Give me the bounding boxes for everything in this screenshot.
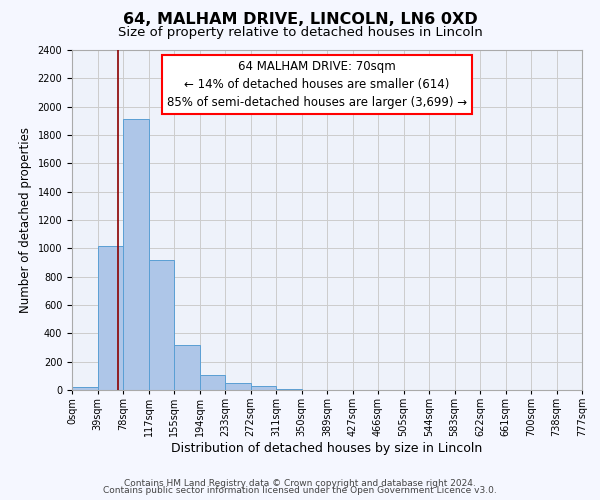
Bar [72, 387, 97, 390]
Text: 64, MALHAM DRIVE, LINCOLN, LN6 0XD: 64, MALHAM DRIVE, LINCOLN, LN6 0XD [122, 12, 478, 28]
Text: Size of property relative to detached houses in Lincoln: Size of property relative to detached ho… [118, 26, 482, 39]
Bar [225, 383, 251, 390]
Text: Contains public sector information licensed under the Open Government Licence v3: Contains public sector information licen… [103, 486, 497, 495]
Bar [251, 386, 276, 390]
Bar [123, 120, 149, 390]
X-axis label: Distribution of detached houses by size in Lincoln: Distribution of detached houses by size … [172, 442, 482, 455]
Bar [174, 344, 199, 390]
Y-axis label: Number of detached properties: Number of detached properties [19, 127, 32, 313]
Bar [97, 246, 123, 390]
Bar [149, 260, 174, 390]
Text: 64 MALHAM DRIVE: 70sqm
← 14% of detached houses are smaller (614)
85% of semi-de: 64 MALHAM DRIVE: 70sqm ← 14% of detached… [167, 60, 467, 109]
Bar [199, 375, 225, 390]
Text: Contains HM Land Registry data © Crown copyright and database right 2024.: Contains HM Land Registry data © Crown c… [124, 478, 476, 488]
